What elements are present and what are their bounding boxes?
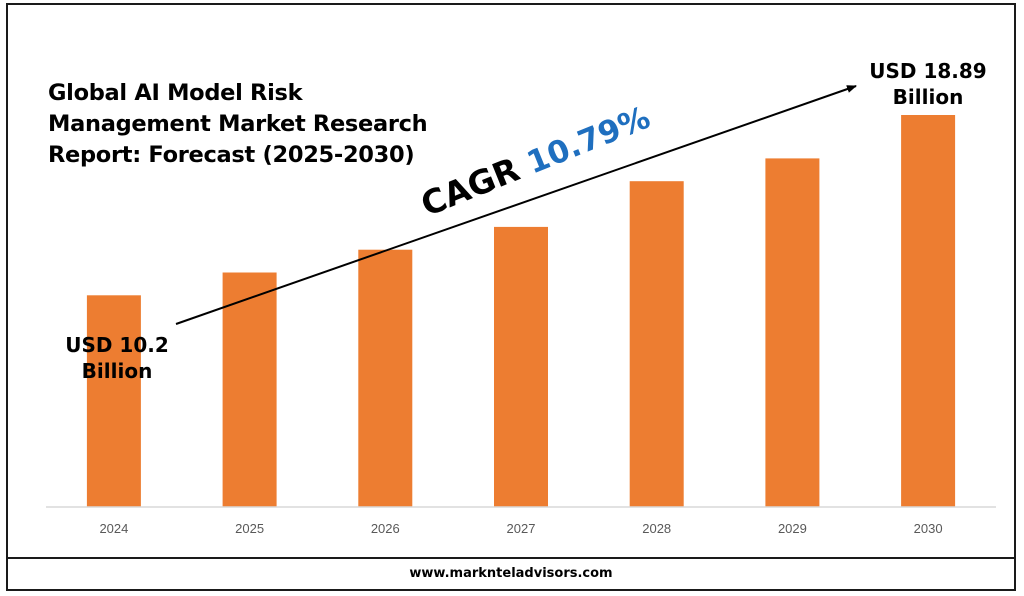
title-line-2: Management Market Research	[48, 111, 428, 137]
bar-2025	[222, 272, 277, 507]
start-value-line2: Billion	[81, 359, 153, 383]
bar-2030	[901, 115, 956, 507]
start-value-line1: USD 10.2	[65, 333, 169, 357]
x-tick-labels: 2024 2025 2026 2027 2028 2029 2030	[99, 521, 942, 536]
x-tick-label-2030: 2030	[914, 521, 943, 536]
x-tick-label-2024: 2024	[99, 521, 128, 536]
end-value-callout: USD 18.89 Billion	[868, 58, 988, 110]
x-tick-label-2026: 2026	[371, 521, 400, 536]
x-tick-label-2029: 2029	[778, 521, 807, 536]
x-tick-label-2028: 2028	[642, 521, 671, 536]
x-tick-label-2027: 2027	[507, 521, 536, 536]
chart-frame	[6, 3, 1016, 591]
growth-arrow	[175, 85, 857, 325]
chart-title: Global AI Model Risk Management Market R…	[48, 78, 428, 171]
bar-2027	[494, 226, 548, 507]
title-line-1: Global AI Model Risk	[48, 80, 303, 106]
bar-2024	[86, 295, 141, 507]
start-value-callout: USD 10.2 Billion	[62, 332, 172, 384]
x-tick-label-2025: 2025	[235, 521, 264, 536]
footer-divider	[6, 557, 1016, 559]
title-line-3: Report: Forecast (2025-2030)	[48, 142, 415, 168]
bar-2028	[629, 181, 684, 507]
bars-group	[86, 115, 956, 507]
end-value-line1: USD 18.89	[869, 59, 987, 83]
bar-2029	[765, 158, 820, 507]
end-value-line2: Billion	[892, 85, 964, 109]
bar-2026	[358, 249, 413, 507]
footer-url[interactable]: www.marknteladvisors.com	[409, 566, 613, 581]
